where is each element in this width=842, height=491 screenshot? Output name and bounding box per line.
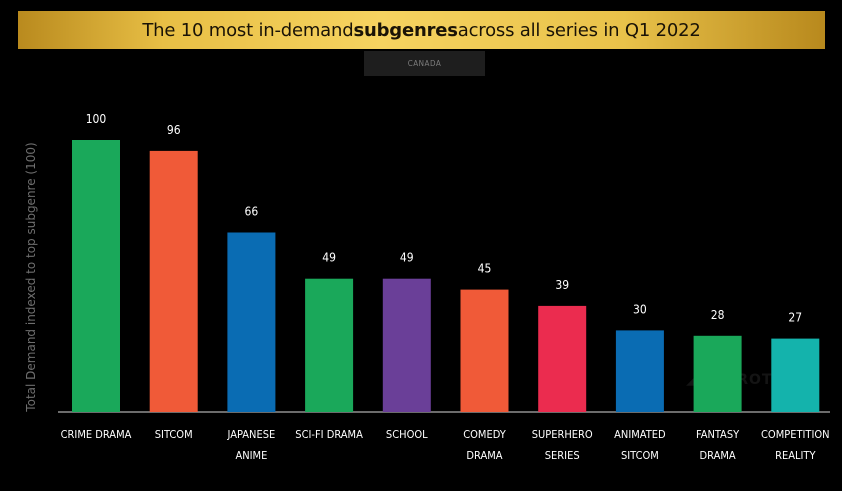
bar-5: [460, 289, 509, 412]
category-label-0: CRIME DRAMA: [61, 428, 132, 441]
bar-3: [305, 278, 354, 412]
bar-1: [149, 150, 198, 412]
category-label-3: SCI-FI DRAMA: [295, 428, 363, 441]
title-text-bold: subgenres: [353, 19, 458, 41]
bar-value-label-8: 28: [711, 308, 725, 322]
bar-value-label-6: 39: [555, 278, 569, 292]
bar-value-label-4: 49: [400, 251, 414, 265]
title-banner: The 10 most in-demand subgenres across a…: [18, 11, 825, 49]
bar-value-label-0: 100: [86, 112, 107, 126]
title-text-pre: The 10 most in-demand: [142, 19, 354, 41]
bar-8: [693, 335, 742, 412]
bar-9: [771, 338, 820, 412]
category-label-1: SITCOM: [155, 428, 193, 441]
category-label-7: ANIMATED SITCOM: [614, 428, 666, 462]
bar-value-label-2: 66: [245, 205, 259, 219]
title-text-post: across all series in Q1 2022: [457, 19, 701, 41]
category-label-5: COMEDY DRAMA: [463, 428, 507, 462]
bar-6: [538, 305, 587, 412]
bar-4: [382, 278, 431, 412]
bar-7: [615, 330, 664, 412]
region-label: CANADA: [364, 51, 485, 76]
bars-group: 100 CRIME DRAMA 96 SITCOM 66 JAPANESE ANIME 49 S…: [61, 112, 830, 462]
category-label-9: COMPETITION REALITY: [761, 428, 830, 462]
bar-value-label-5: 45: [478, 262, 492, 276]
bar-value-label-9: 27: [788, 311, 802, 325]
category-label-2: JAPANESE ANIME: [227, 428, 276, 462]
bar-value-label-3: 49: [322, 251, 336, 265]
bar-value-label-7: 30: [633, 302, 647, 316]
bar-0: [72, 140, 120, 412]
bar-value-label-1: 96: [167, 123, 181, 137]
bar-2: [227, 232, 276, 412]
category-label-4: SCHOOL: [386, 428, 428, 441]
category-label-8: FANTASY DRAMA: [696, 428, 740, 462]
category-label-6: SUPERHERO SERIES: [532, 428, 593, 462]
